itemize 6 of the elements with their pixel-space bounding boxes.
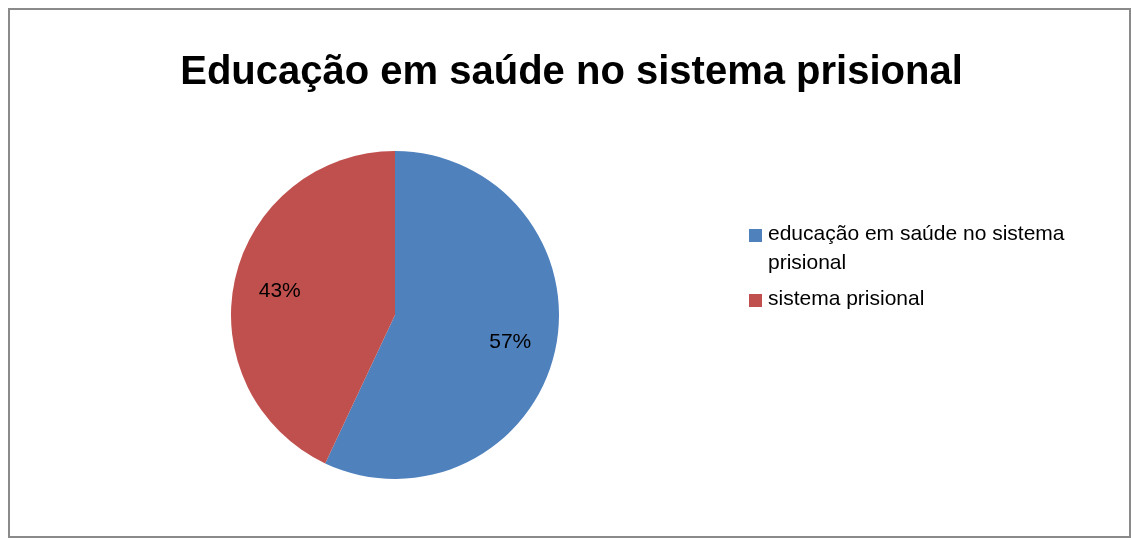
data-label: 57% [489, 329, 532, 353]
data-label: 43% [258, 277, 301, 301]
chart-title: Educação em saúde no sistema prisional [179, 48, 964, 93]
pie-slice [325, 151, 559, 479]
legend-label: sistema prisional [768, 284, 925, 311]
pie-slice [231, 151, 395, 464]
